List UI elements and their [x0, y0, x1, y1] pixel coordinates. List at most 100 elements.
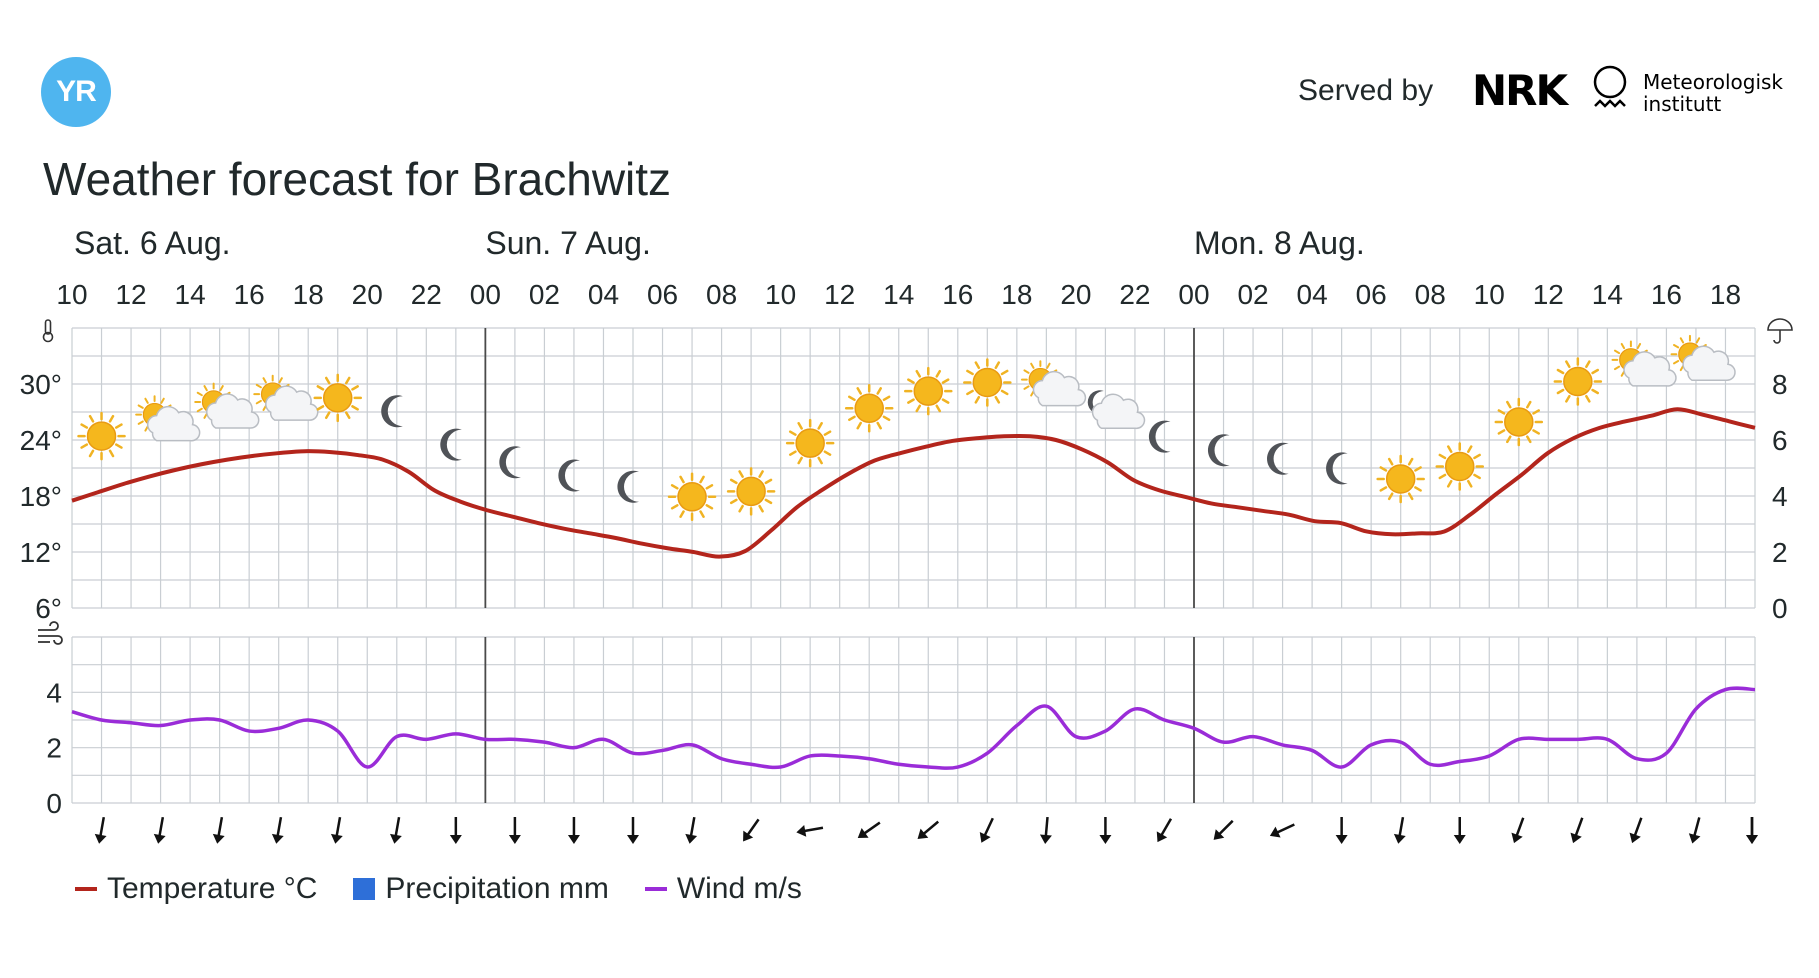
sun-ray	[876, 421, 882, 430]
clear-night-icon	[381, 395, 403, 428]
hour-tick-label: 14	[175, 279, 206, 310]
hour-tick-label: 20	[1060, 279, 1091, 310]
sun-ray	[255, 399, 262, 405]
arrow-head	[1335, 835, 1348, 844]
arrow-head	[508, 835, 521, 844]
sun-ray	[764, 478, 773, 485]
wind-arrow-icon	[1453, 817, 1466, 844]
arrow-head	[567, 835, 580, 844]
temperature-swatch	[75, 887, 97, 891]
wind-arrow-icon	[1629, 817, 1643, 844]
wind-arrow-icon	[1393, 816, 1406, 844]
sun-ray	[758, 504, 764, 513]
hour-tick-label: 18	[1710, 279, 1741, 310]
clear-day-icon	[963, 358, 1012, 407]
sun-ray	[1473, 473, 1481, 480]
wind-axis-label: 2	[46, 733, 62, 764]
sun-ray	[1565, 394, 1571, 403]
arrow-head	[330, 833, 343, 844]
sun-ray	[1407, 457, 1414, 466]
arrow-head	[1746, 835, 1758, 844]
arrow-head	[979, 831, 991, 843]
sun-ray	[114, 423, 123, 429]
met-logo-icon[interactable]	[1592, 64, 1628, 116]
partly-cloudy-day-icon	[253, 374, 319, 421]
sun-ray	[324, 376, 331, 385]
sun-ray	[797, 456, 803, 465]
clear-day-icon	[667, 472, 717, 522]
wind-line	[71, 686, 1756, 770]
yr-logo[interactable]: YR	[41, 57, 111, 127]
wind-arrow-icon	[743, 818, 760, 842]
sun-ray	[1446, 445, 1453, 453]
sun-ray	[1636, 342, 1642, 350]
sun-ray	[351, 385, 359, 391]
sun-ray	[823, 430, 832, 436]
sun-ray	[966, 369, 974, 376]
nrk-logo[interactable]: NRK	[1472, 66, 1568, 115]
wind-arrow-icon	[1213, 819, 1234, 840]
sun-ray	[196, 391, 203, 397]
arrow-head	[212, 833, 225, 844]
sun-ray	[262, 377, 267, 384]
precip-axis-label: 6	[1772, 425, 1788, 456]
moon-shape	[1148, 420, 1171, 453]
day-label: Sat. 6 Aug.	[74, 225, 231, 261]
sun-ray	[80, 443, 89, 449]
sun-ray	[1673, 344, 1680, 349]
yr-logo-text: YR	[56, 75, 97, 108]
arrow-head	[743, 830, 754, 842]
wind-arrow-icon	[449, 817, 462, 844]
precip-axis-label: 8	[1772, 369, 1788, 400]
legend-precipitation[interactable]: Precipitation mm	[353, 872, 609, 906]
sun-ray	[88, 449, 95, 458]
day-label: Sun. 7 Aug.	[485, 225, 650, 261]
sun-ray	[994, 361, 1001, 370]
sun-ray	[876, 387, 882, 395]
sun-ray	[764, 498, 773, 505]
hour-tick-label: 22	[1119, 279, 1150, 310]
sun-ray	[88, 414, 95, 423]
precip-axis-label: 4	[1772, 481, 1788, 512]
sun-ray	[1585, 394, 1591, 403]
sun-ray	[670, 504, 679, 510]
moon-shape	[1207, 434, 1230, 467]
sun-ray	[108, 449, 115, 458]
temp-axis-label: 18°	[20, 481, 62, 512]
wind-axis-label: 4	[46, 677, 62, 708]
sun-disc	[736, 476, 766, 507]
sun-disc	[86, 421, 117, 451]
legend-wind[interactable]: Wind m/s	[644, 872, 802, 906]
clear-day-icon	[313, 373, 362, 423]
sun-ray	[1466, 479, 1473, 488]
sun-ray	[817, 422, 823, 430]
sun-ray	[941, 378, 950, 384]
sun-ray	[907, 398, 915, 404]
sun-ray	[1466, 445, 1473, 453]
sun-disc	[677, 482, 707, 512]
sun-ray	[915, 404, 922, 413]
legend-temperature[interactable]: Temperature °C	[75, 872, 317, 906]
sun-ray	[1591, 368, 1600, 375]
sun-ray	[196, 407, 203, 413]
sun-ray	[882, 415, 891, 422]
sun-ray	[823, 450, 832, 456]
arrow-head	[1511, 832, 1523, 844]
clear-night-icon	[1207, 434, 1230, 467]
moon-icon	[1087, 390, 1104, 415]
wind-icon	[38, 621, 63, 645]
sun-disc	[1385, 464, 1416, 494]
legend-wind-label: Wind m/s	[676, 872, 802, 905]
partly-cloudy-day-icon	[1020, 360, 1087, 407]
wind-arrow-icon	[330, 816, 343, 844]
sun-ray	[1414, 466, 1422, 472]
hour-tick-label: 14	[883, 279, 914, 310]
sun-ray	[915, 369, 922, 378]
sun-ray	[699, 510, 705, 518]
sun-ray	[1526, 400, 1532, 409]
sun-disc	[972, 367, 1003, 398]
hour-tick-label: 14	[1592, 279, 1623, 310]
partly-cloudy-day-icon	[1670, 334, 1736, 381]
sun-ray	[797, 422, 803, 430]
